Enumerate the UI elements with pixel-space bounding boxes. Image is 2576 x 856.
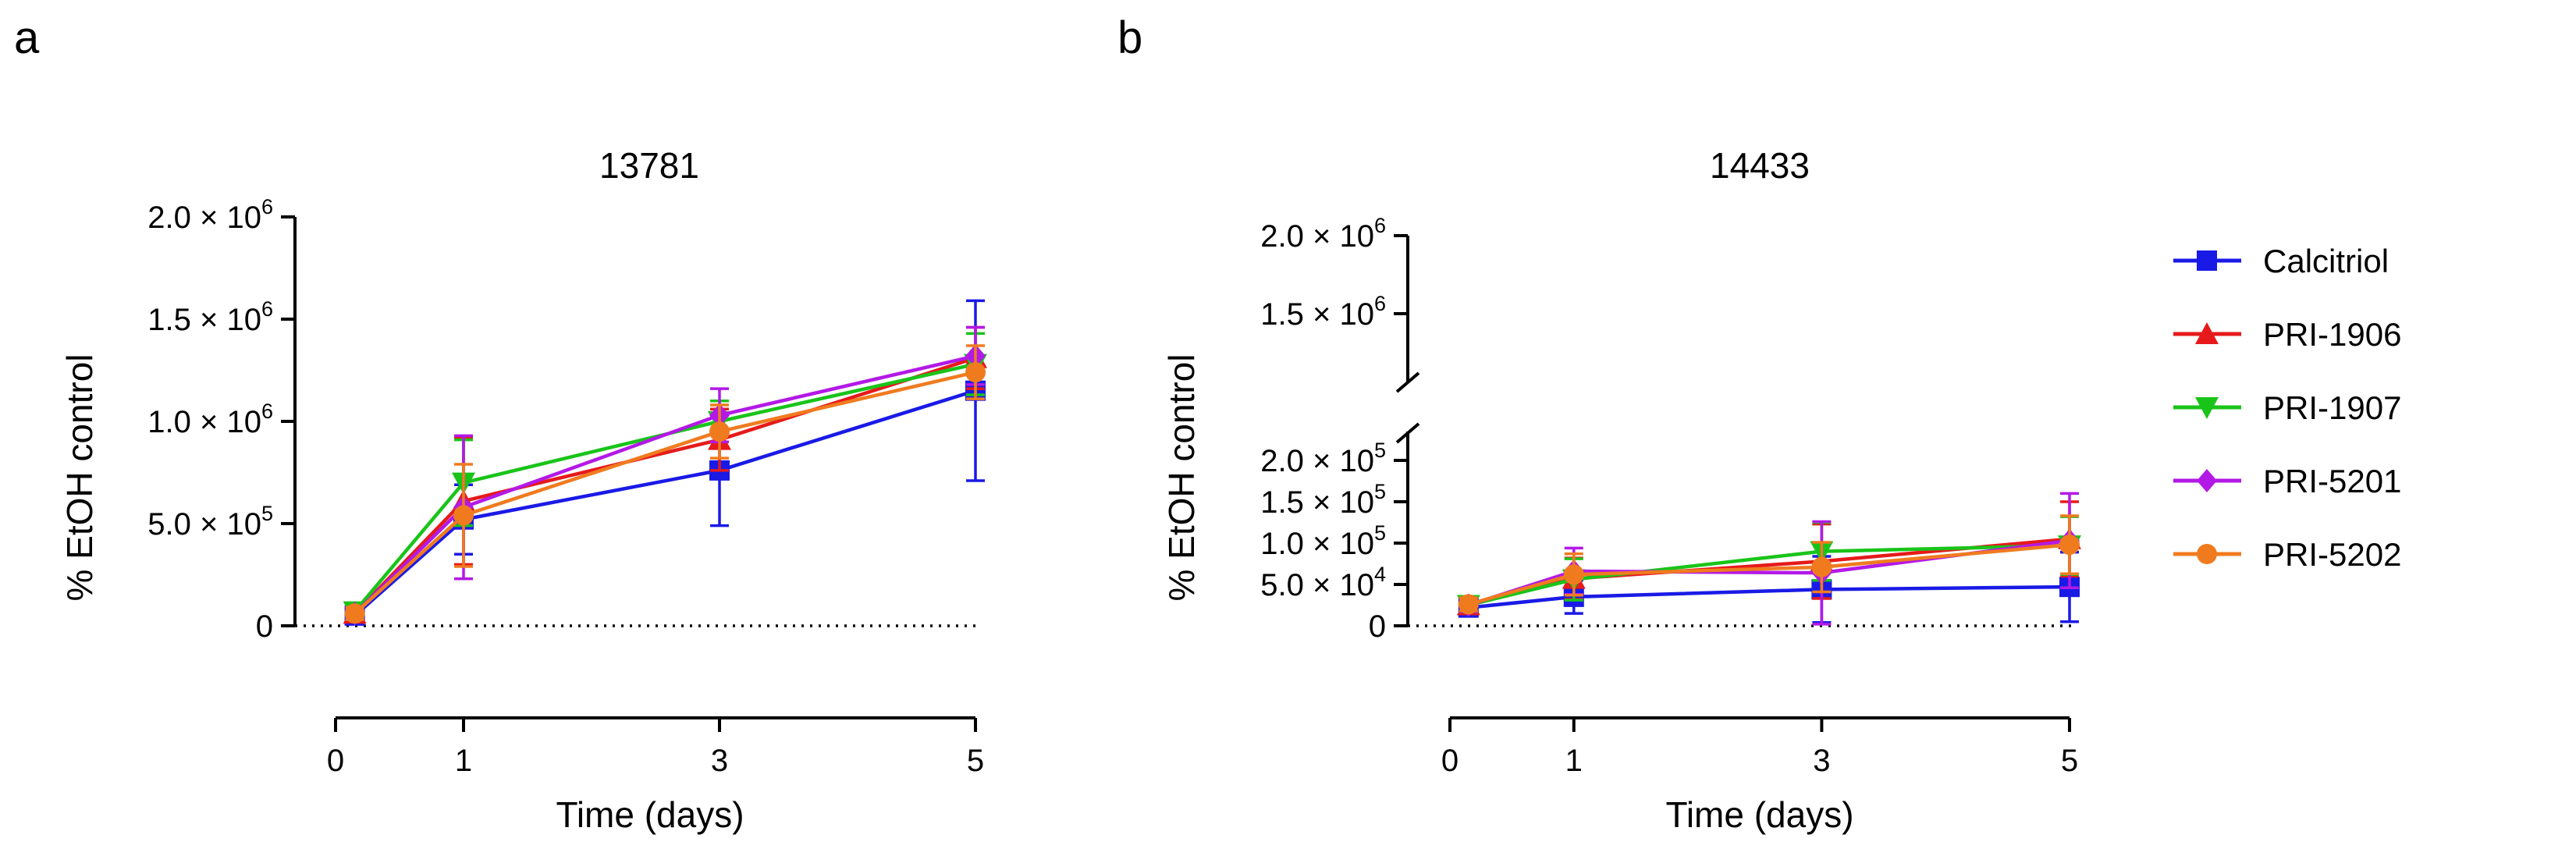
panel-a-data-point — [709, 421, 730, 442]
panel-a-data-point — [344, 603, 365, 624]
panel-a-letter: a — [14, 12, 40, 63]
panel-b-y-tick-label: 1.5 × 106 — [1260, 292, 1386, 332]
panel-b-series-calcitriol — [1458, 550, 2080, 624]
legend-item-pri-5201: PRI-5201 — [2173, 463, 2401, 499]
panel-a-y-tick-label: 1.0 × 106 — [147, 400, 273, 439]
panel-a-series-line — [354, 389, 976, 617]
panel-a-x-axis-label: Time (days) — [556, 794, 744, 835]
panel-a-data-point — [965, 362, 986, 383]
legend-swatch-marker — [2197, 250, 2217, 271]
panel-b-data-point — [1563, 564, 1584, 585]
legend-label: PRI-5201 — [2263, 463, 2401, 499]
panel-a-y-tick-label: 5.0 × 105 — [147, 502, 273, 542]
panel-b-x-tick-label: 5 — [2061, 744, 2078, 778]
legend-item-pri-1907: PRI-1907 — [2173, 389, 2401, 426]
legend-label: Calcitriol — [2263, 243, 2389, 279]
panel-a-x-tick-label: 3 — [711, 744, 728, 778]
panel-a-series-calcitriol — [344, 299, 986, 626]
panel-a-x-tick-label: 5 — [967, 744, 984, 778]
panel-b-y-tick-label: 2.0 × 105 — [1260, 439, 1386, 478]
panel-b-y-tick-label: 0 — [1369, 609, 1386, 644]
panel-a-x-tick-label: 1 — [455, 744, 472, 778]
legend-swatch-marker — [2197, 469, 2217, 492]
panel-a-data-point — [453, 505, 474, 526]
panel-a-series-line — [353, 362, 976, 613]
legend: Calcitriol PRI-1906 PRI-1907 PRI-5201 PRI-52… — [2173, 243, 2401, 573]
legend-swatch-marker — [2195, 397, 2219, 419]
panel-b-axis-break-mark — [1395, 371, 1420, 393]
legend-swatch-marker — [2197, 544, 2217, 564]
panel-b-data-point — [1458, 594, 1479, 615]
legend-swatch-marker — [2195, 322, 2219, 344]
panel-b-series-line — [1468, 538, 2070, 607]
panel-b-y-tick-label: 2.0 × 106 — [1260, 214, 1386, 254]
panel-b-y-axis-label: % EtOH control — [1161, 354, 1202, 602]
panel-b-axis-break-mark — [1395, 422, 1420, 444]
panel-b-series-line — [1468, 584, 2070, 609]
panel-a-y-axis-label: % EtOH control — [59, 354, 100, 602]
panel-a-y-tick-label: 0 — [256, 609, 273, 644]
panel-b-letter: b — [1117, 12, 1142, 63]
panel-b-series-line — [1468, 542, 2070, 606]
legend-label: PRI-5202 — [2263, 536, 2401, 573]
panel-a-series-line — [354, 353, 976, 615]
panel-a-series-pri-5202 — [344, 344, 986, 624]
legend-item-pri-5202: PRI-5202 — [2173, 536, 2401, 573]
panel-b-series-line — [1468, 543, 2070, 607]
panel-b-data-point — [2059, 535, 2080, 556]
panel-b-series-pri-5202 — [1458, 514, 2080, 615]
legend-item-calcitriol: Calcitriol — [2173, 243, 2389, 279]
panel-a-series-pri-1906 — [343, 325, 987, 624]
panel-a-plot: 0 5.0 × 105 1.0 × 106 1.5 × 106 2.0 × 106 0 1 3… — [147, 195, 987, 778]
panel-a-y-tick-label: 2.0 × 106 — [147, 195, 273, 235]
legend-item-pri-1906: PRI-1906 — [2173, 316, 2401, 353]
panel-a-series-line — [354, 370, 976, 615]
panel-a-y-tick-label: 1.5 × 106 — [147, 297, 273, 337]
panel-b-data-point — [1811, 556, 1832, 577]
legend-label: PRI-1906 — [2263, 316, 2401, 353]
panel-a-series-line — [353, 356, 976, 615]
panel-b-y-tick-label: 1.5 × 105 — [1260, 480, 1386, 520]
panel-b-x-tick-label: 1 — [1565, 744, 1583, 778]
panel-a-series-pri-5201 — [344, 325, 986, 626]
panel-b-y-tick-label: 1.0 × 105 — [1260, 521, 1386, 561]
panel-b-y-tick-label: 5.0 × 104 — [1260, 563, 1386, 602]
panel-a-x-tick-label: 0 — [327, 744, 344, 778]
panel-b-x-axis-label: Time (days) — [1665, 794, 1853, 835]
panel-b-x-tick-label: 0 — [1441, 744, 1459, 778]
panel-b-title: 14433 — [1710, 145, 1810, 186]
legend-label: PRI-1907 — [2263, 389, 2401, 426]
panel-a-title: 13781 — [599, 145, 699, 186]
panel-b-x-tick-label: 3 — [1813, 744, 1830, 778]
